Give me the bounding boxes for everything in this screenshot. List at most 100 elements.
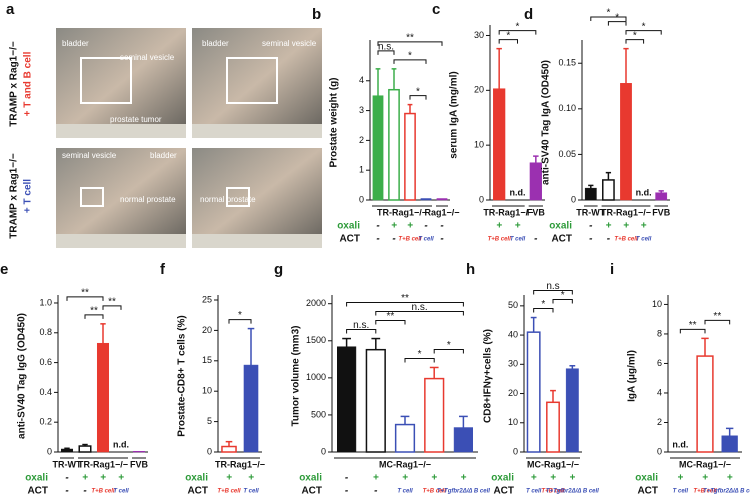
bar [565,368,579,453]
row-cell: - [374,486,378,497]
y-tick-label: 10 [474,140,484,150]
row-label: ACT [551,234,572,245]
row-cell: + [391,221,397,232]
row-cell: - [607,234,611,245]
y-tick-label: 2000 [306,298,326,308]
sig-label: n.s. [378,41,394,52]
row-cell: + [702,473,708,484]
y-tick-label: 30 [508,359,518,369]
bar [602,179,615,201]
group-label: FVB [652,207,671,217]
sig-label: * [418,349,422,360]
y-tick-label: 500 [311,409,326,419]
bar [696,355,714,453]
sig-bracket [377,41,443,46]
sig-bracket [377,50,395,55]
y-tick-label: 0 [359,194,364,204]
bar [424,377,445,453]
bar [420,198,432,201]
y-tick-label: 20 [508,388,518,398]
row-cell: - [589,221,593,232]
sig-bracket [533,290,573,295]
y-axis-label: Tumor volume (mm3) [291,326,302,427]
sig-bracket [704,319,731,325]
y-tick-label: 15 [202,355,212,365]
bar [337,346,357,453]
y-axis-label: serum IgA (mg/ml) [449,71,460,158]
note: n.d. [510,187,526,197]
y-tick-label: 0 [513,446,518,456]
highlight-box [80,57,132,104]
row-cell: - [589,234,593,245]
sig-bracket [66,296,104,301]
y-tick-label: 25 [202,294,212,304]
sig-label: ** [406,32,414,43]
photo [192,28,322,138]
highlight-box [226,187,250,207]
row-label: oxali [185,473,208,484]
y-axis-label: CD8+IFNγ+cells (%) [483,329,494,423]
photo-label: bladder [150,151,177,160]
row-cell: - [65,486,69,497]
y-tick-label: 10 [652,299,662,309]
sig-bracket [679,328,706,334]
row-cell: - [440,234,444,245]
sig-bracket [498,30,537,35]
panel-letter: h [466,261,475,278]
row-cell: + [496,221,502,232]
sig-label: * [633,30,637,41]
y-tick-label: 30 [474,30,484,40]
row-cell: T+B cell [217,489,241,495]
y-axis-label: Prostate weight (g) [329,77,340,167]
photo-label: seminal vesicle [120,53,175,62]
group-label: TR-WT [576,207,605,217]
row-cell: + [623,221,629,232]
y-tick-label: 2 [657,417,662,427]
bar [404,112,416,201]
sig-label: ** [387,311,395,322]
y-tick-label: 6 [657,358,662,368]
panel-letter: d [524,6,533,23]
y-tick-label: 0 [321,446,326,456]
sig-bracket [404,357,435,363]
row-cell: T+B cell [693,489,717,495]
photo [56,148,186,248]
row-cell: - [392,234,396,245]
bar [60,448,74,453]
bar [655,192,668,201]
sig-label: * [541,299,545,310]
group-label: TR-Rag1−/− [483,207,533,217]
sig-bracket [625,39,645,44]
y-tick-label: 0.4 [39,387,52,397]
y-tick-label: 1.0 [39,297,52,307]
y-tick-label: 0 [657,446,662,456]
y-axis-label: Prostate-CD8+ T cells (%) [177,315,188,436]
row-cell: T cell [243,489,259,495]
row-cell: + [727,473,733,484]
group-label: TR-Rag1−/− [215,459,265,469]
sig-label: * [615,12,619,23]
bar [372,95,384,201]
group-label: TR-Rag1−/− [78,459,128,469]
highlight-box [80,187,104,207]
row-cell: T+B cell [541,489,565,495]
group-label: TR-Rag1−/− [601,207,651,217]
panel-letter: e [0,261,8,278]
bar [620,83,632,201]
y-tick-label: 8 [657,328,662,338]
panel-letter: g [274,261,283,278]
photo-label: bladder [62,39,89,48]
row-cell: T cell [673,489,689,495]
row-cell: T+Tgfbr2Δ/Δ B cell [546,489,599,495]
row-cell: + [407,221,413,232]
sig-bracket [552,299,573,304]
row-cell: - [376,221,380,232]
group-label: MC-Rag1−/− [527,459,579,469]
bar [546,401,560,453]
sig-label: * [238,310,242,321]
row-label: ACT [493,486,514,497]
row-cell: T+Tgfbr2Δ/Δ B cell [437,489,490,495]
group-label: Rag1−/− [424,207,459,217]
photo [192,148,322,248]
photo-label: prostate tumor [110,115,162,124]
